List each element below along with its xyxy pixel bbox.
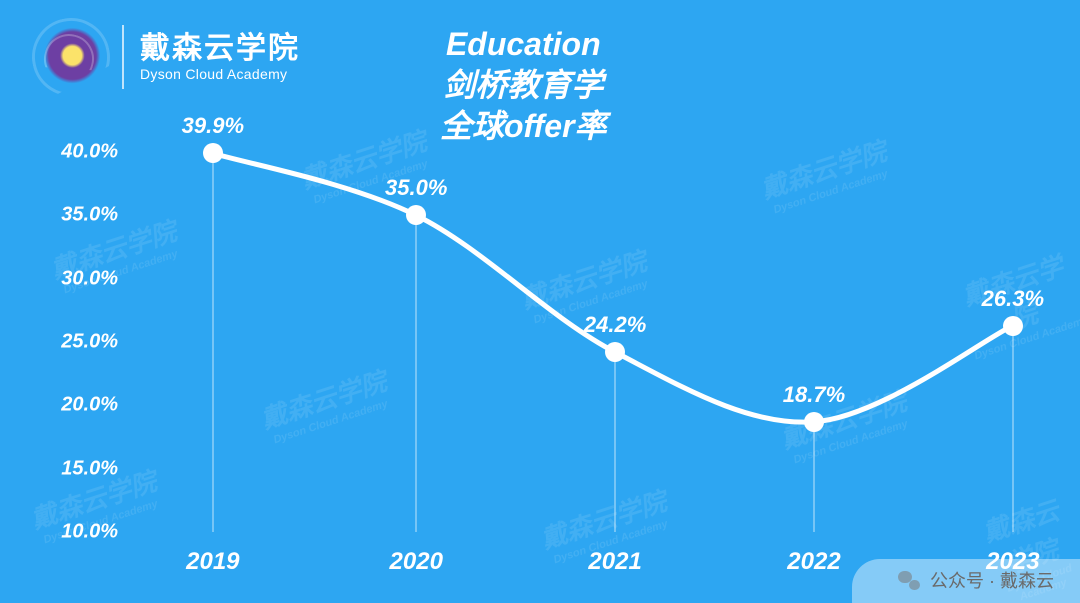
x-tick: 2022	[787, 548, 840, 576]
brand-logo-text: 戴森云学院 Dyson Cloud Academy	[140, 32, 300, 83]
data-point-label: 18.7%	[783, 382, 845, 408]
y-tick: 15.0%	[44, 457, 118, 480]
y-tick: 20.0%	[44, 394, 118, 417]
brand-logo: 戴森云学院 Dyson Cloud Academy	[36, 22, 300, 92]
data-point	[605, 342, 625, 362]
series-line	[213, 153, 1013, 422]
drop-line	[212, 153, 214, 532]
data-point	[203, 143, 223, 163]
y-tick: 40.0%	[44, 141, 118, 164]
wechat-attribution-text: 公众号 · 戴森云	[930, 567, 1054, 593]
data-point-label: 39.9%	[182, 113, 244, 139]
data-point	[406, 205, 426, 225]
y-tick: 30.0%	[44, 267, 118, 290]
y-tick: 25.0%	[44, 331, 118, 354]
data-point-label: 24.2%	[584, 312, 646, 338]
x-tick: 2021	[588, 548, 641, 576]
drop-line	[813, 422, 815, 532]
drop-line	[415, 215, 417, 532]
x-tick: 2019	[186, 548, 239, 576]
data-point	[1003, 316, 1023, 336]
chart-title: Education 剑桥教育学 全球offer率	[440, 24, 607, 147]
x-tick: 2020	[390, 548, 443, 576]
y-tick: 10.0%	[44, 521, 118, 544]
brand-logo-divider	[122, 25, 124, 89]
wechat-attribution: 公众号 · 戴森云	[852, 559, 1080, 603]
brand-logo-mark	[36, 22, 106, 92]
plot-area: 39.9%35.0%24.2%18.7%26.3%	[136, 152, 1040, 532]
data-point-label: 26.3%	[982, 286, 1044, 312]
data-point	[804, 412, 824, 432]
wechat-icon	[898, 569, 920, 591]
offer-rate-line-chart: 40.0%35.0%30.0%25.0%20.0%15.0%10.0% 39.9…	[44, 152, 1040, 532]
brand-name-cn: 戴森云学院	[140, 32, 300, 67]
drop-line	[614, 352, 616, 532]
data-point-label: 35.0%	[385, 175, 447, 201]
brand-name-en: Dyson Cloud Academy	[140, 66, 300, 82]
y-tick: 35.0%	[44, 204, 118, 227]
drop-line	[1012, 326, 1014, 532]
